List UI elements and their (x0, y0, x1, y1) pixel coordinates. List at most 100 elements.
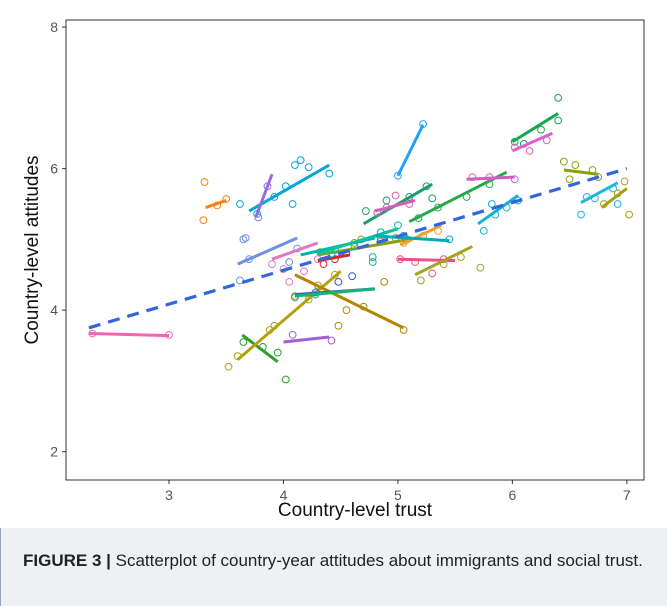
data-point (236, 276, 244, 285)
data-point (554, 116, 563, 125)
country-series (239, 333, 290, 384)
country-fit-line (205, 199, 227, 209)
data-point (300, 267, 308, 276)
data-point (577, 210, 585, 219)
data-point (342, 306, 351, 315)
data-point (285, 258, 294, 266)
data-point (288, 331, 297, 339)
y-tick-label: 4 (50, 302, 58, 318)
data-point (479, 226, 488, 235)
country-fit-line (396, 124, 425, 177)
overall-trend (88, 167, 628, 330)
data-point (334, 277, 343, 286)
country-fit-line (466, 175, 515, 181)
country-series (254, 173, 274, 222)
country-series (394, 120, 428, 180)
y-tick-label: 2 (50, 444, 58, 460)
country-fit-line (477, 194, 519, 226)
country-fit-line (580, 181, 619, 204)
y-tick-label: 8 (50, 19, 58, 35)
country-fit-line (294, 287, 376, 298)
plot-panel: 2 4 6 8 3 4 5 6 7 (50, 19, 645, 503)
country-series (477, 194, 522, 235)
country-fit-line (399, 223, 443, 247)
x-tick-label: 4 (280, 487, 288, 503)
country-series (577, 181, 622, 219)
data-point (391, 191, 400, 200)
data-point (565, 175, 574, 184)
data-point (348, 272, 357, 281)
country-fit-line (511, 112, 559, 143)
data-point (468, 173, 477, 182)
data-point (241, 234, 250, 242)
country-series (414, 245, 485, 285)
figure-label: FIGURE 3 | (23, 551, 111, 570)
data-point (268, 260, 276, 269)
y-axis-ticks: 2 4 6 8 (50, 19, 66, 460)
data-point (368, 253, 377, 261)
figure-caption-box: FIGURE 3 | Scatterplot of country-year a… (0, 528, 667, 606)
data-point (559, 157, 568, 166)
caption-text: Scatterplot of country-year attitudes ab… (115, 551, 643, 570)
data-point (199, 216, 208, 225)
country-fit-line (241, 333, 279, 364)
data-point (236, 200, 244, 208)
country-fit-line (237, 236, 298, 266)
data-point (334, 321, 343, 330)
data-point (476, 263, 485, 272)
country-series (88, 329, 173, 339)
data-point (554, 93, 563, 102)
data-point (200, 178, 209, 186)
country-fit-line (414, 245, 473, 277)
y-axis-label: Country-level attitudes (22, 155, 43, 344)
data-point (239, 235, 248, 244)
data-point (285, 277, 294, 286)
data-point (224, 362, 233, 371)
country-fit-line (236, 270, 342, 361)
data-point (361, 207, 370, 215)
country-series (294, 273, 408, 334)
country-fit-line (254, 173, 274, 218)
country-series (291, 258, 377, 302)
x-axis-ticks: 3 4 5 6 7 (165, 480, 631, 503)
x-tick-label: 6 (508, 487, 516, 503)
country-fit-line (294, 273, 405, 330)
data-point (368, 258, 377, 266)
country-fit-line (88, 332, 170, 338)
country-fit-line (374, 199, 416, 213)
data-point (222, 195, 231, 203)
data-point (571, 161, 580, 169)
x-axis-label: Country-level trust (278, 500, 433, 521)
x-tick-label: 5 (394, 487, 402, 503)
data-point (537, 125, 545, 134)
country-series (510, 131, 554, 155)
country-fit-line (511, 131, 554, 153)
country-fit-line (600, 187, 628, 209)
data-point (428, 194, 437, 203)
country-fit-line (271, 241, 319, 261)
data-point (239, 338, 248, 346)
country-series (199, 178, 231, 225)
data-point (510, 175, 519, 184)
country-series (600, 177, 634, 219)
data-point (304, 163, 313, 172)
data-point (327, 336, 336, 345)
data-point (288, 200, 297, 208)
data-point (620, 177, 629, 186)
data-point (416, 276, 425, 285)
data-point (394, 221, 402, 230)
country-series (466, 173, 519, 184)
x-tick-label: 3 (165, 487, 173, 503)
data-point (525, 147, 534, 155)
data-point (281, 375, 290, 384)
data-point (291, 293, 299, 302)
data-point (428, 269, 437, 278)
data-point (625, 210, 634, 219)
data-point (325, 169, 334, 178)
country-fit-line (374, 234, 450, 243)
series-group (88, 93, 634, 384)
country-series (283, 331, 336, 345)
x-tick-label: 7 (623, 487, 631, 503)
panel-border (65, 19, 645, 481)
data-point (296, 156, 305, 165)
